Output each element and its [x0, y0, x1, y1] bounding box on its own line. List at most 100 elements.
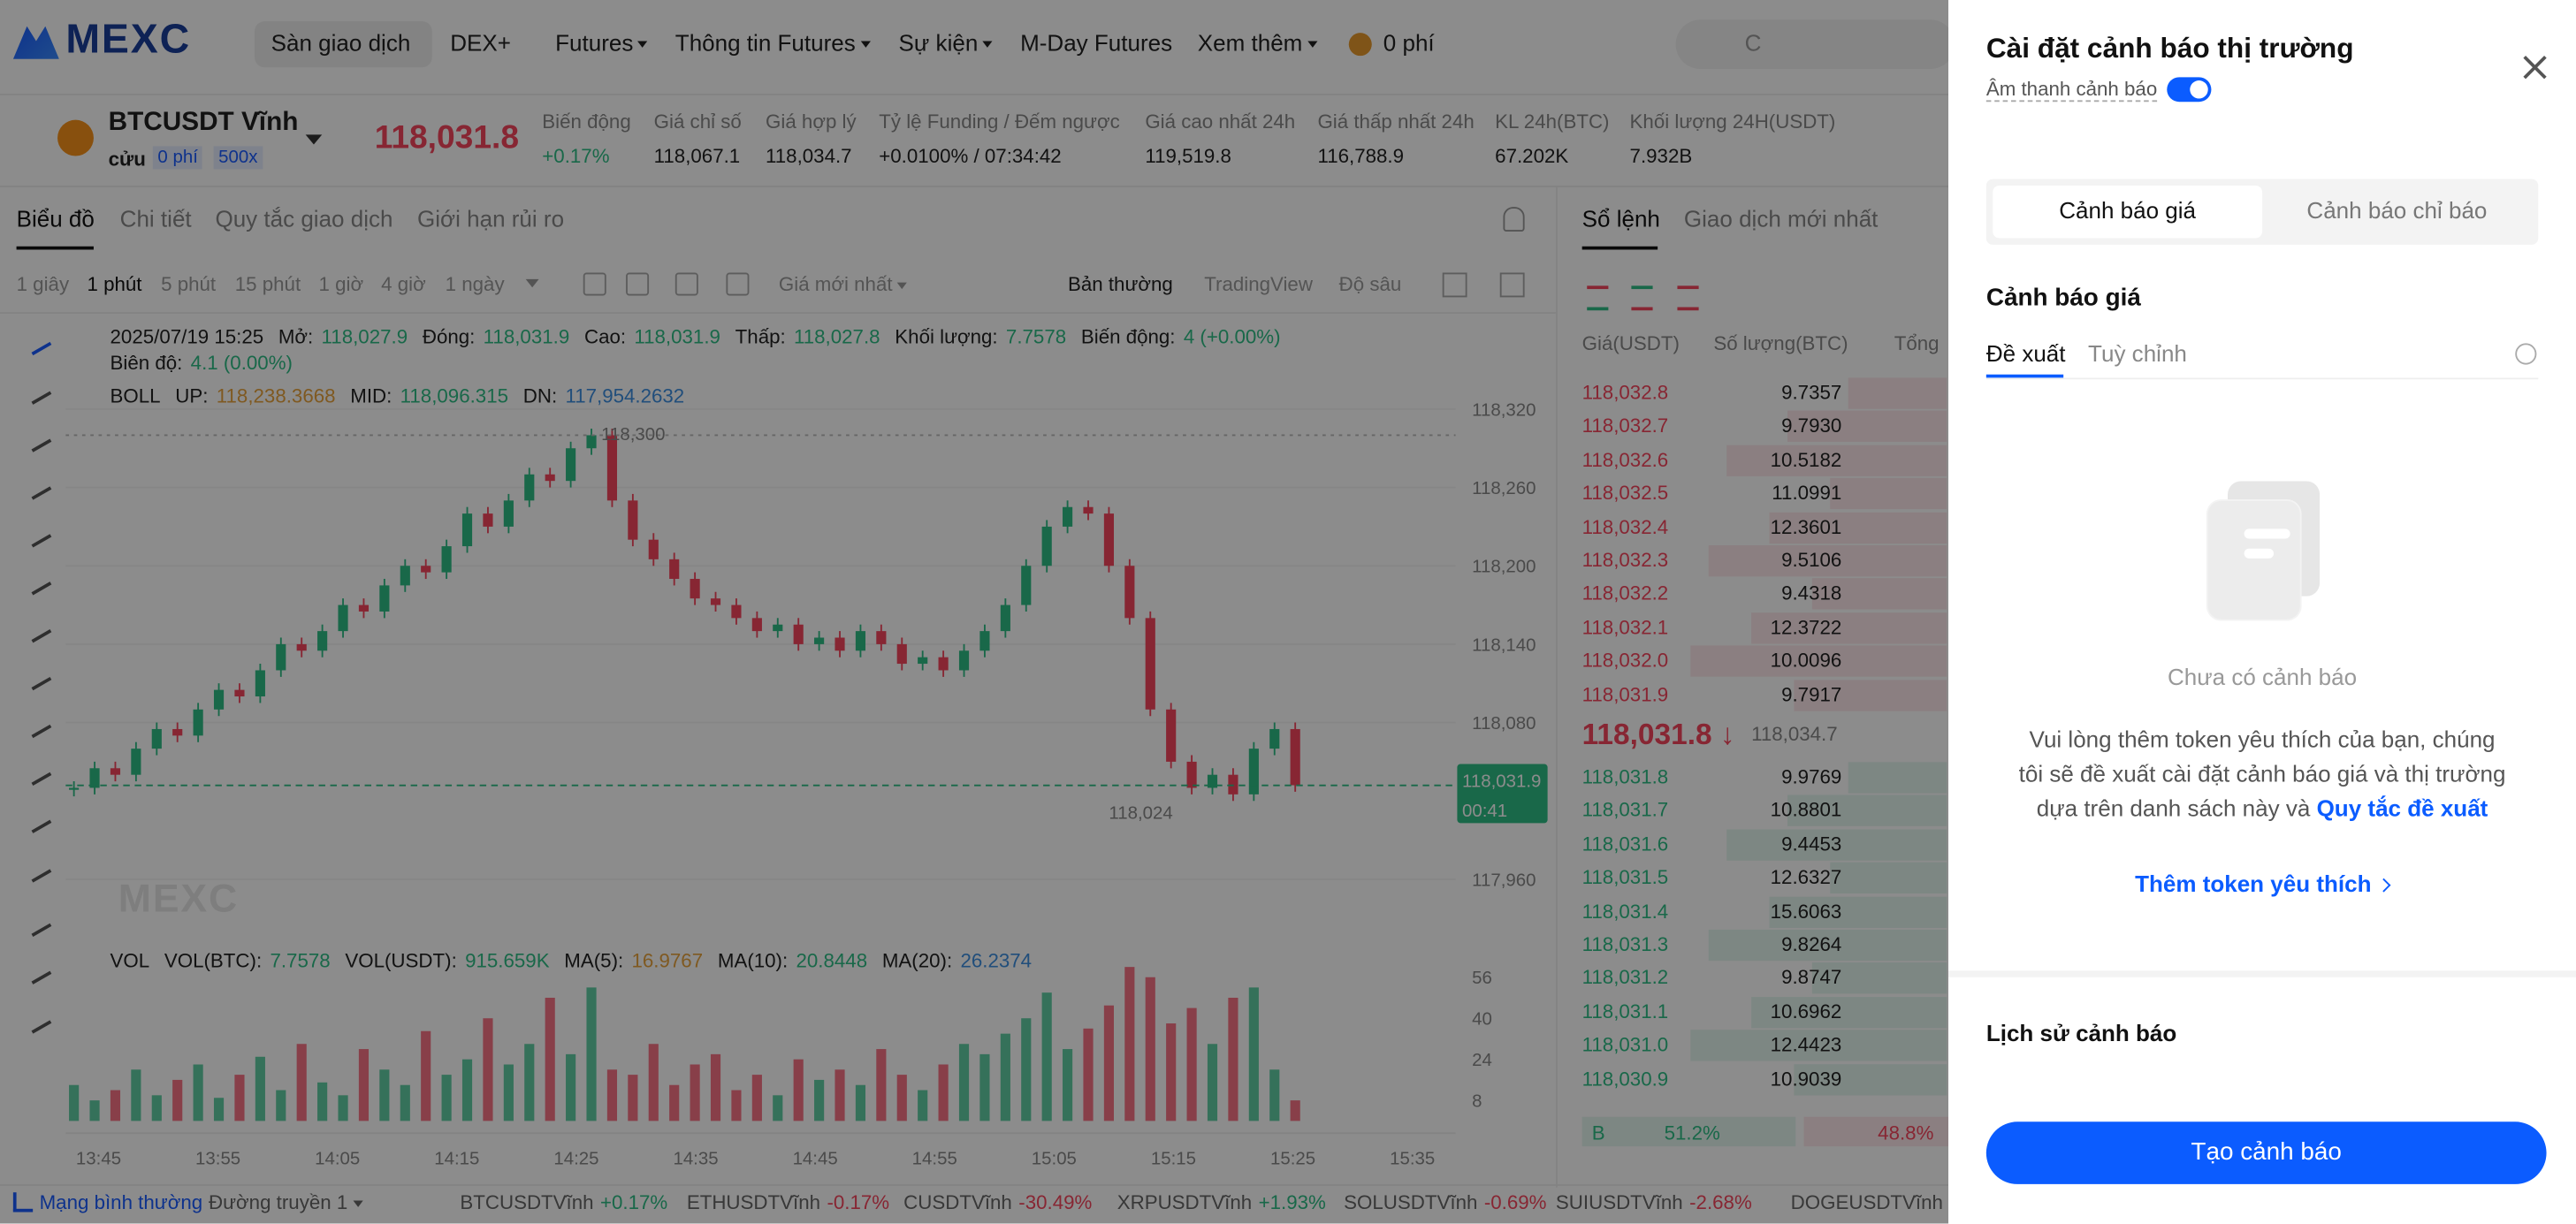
- candle: [1269, 728, 1280, 749]
- view-option[interactable]: Độ sâu: [1338, 272, 1402, 296]
- volume-info: VOL VOL(BTC): 7.7578 VOL(USDT): 915.659K MA(5…: [111, 949, 1033, 972]
- volume-bar: [1145, 977, 1155, 1121]
- search-input[interactable]: C: [1744, 29, 1762, 57]
- book-price[interactable]: 118,032.3: [1581, 548, 1669, 572]
- book-price[interactable]: 118,032.8: [1581, 381, 1669, 405]
- book-price[interactable]: 118,031.0: [1581, 1033, 1669, 1057]
- volume-bar: [338, 1095, 348, 1121]
- nav-item[interactable]: 0 phí: [1383, 29, 1435, 57]
- nav-item[interactable]: Thông tin Futures: [675, 29, 871, 56]
- ticker-item[interactable]: XRPUSDTVĩnh +1.93%: [1117, 1190, 1326, 1213]
- line-select[interactable]: Đường truyền 1: [209, 1190, 362, 1213]
- nav-item[interactable]: Futures: [555, 29, 649, 56]
- book-price[interactable]: 118,032.1: [1581, 615, 1669, 639]
- chart-tab[interactable]: Biểu đồ: [16, 205, 95, 232]
- book-price[interactable]: 118,031.9: [1581, 682, 1669, 706]
- book-price[interactable]: 118,032.7: [1581, 414, 1669, 438]
- interval[interactable]: 1 giờ: [318, 272, 364, 296]
- interval[interactable]: 5 phút: [161, 272, 217, 296]
- view-option[interactable]: Bản thường: [1067, 272, 1173, 296]
- description-text: Vui lòng thêm token yêu thích của bạn, c…: [2018, 726, 2506, 822]
- interval[interactable]: 1 phút: [87, 272, 142, 296]
- ticker-item[interactable]: SUIUSDTVĩnh -2.68%: [1556, 1190, 1752, 1213]
- book-price[interactable]: 118,032.6: [1581, 447, 1669, 471]
- candle: [751, 618, 762, 632]
- stat-label: Giá cao nhất 24h: [1145, 110, 1296, 133]
- rules-link[interactable]: Quy tắc đề xuất: [2316, 794, 2488, 822]
- volume-bar: [835, 1069, 845, 1121]
- help-icon: [2515, 343, 2537, 365]
- y-tick-label: 118,200: [1472, 557, 1536, 577]
- book-price[interactable]: 118,030.9: [1581, 1067, 1669, 1091]
- create-button[interactable]: Tạo cảnh báo: [2191, 1137, 2342, 1167]
- nav-item[interactable]: M-Day Futures: [1020, 29, 1173, 57]
- volume-bar: [276, 1090, 286, 1121]
- ratio-label: B: [1591, 1121, 1605, 1145]
- alert-tab[interactable]: Cảnh báo chỉ báo: [2306, 197, 2488, 224]
- book-price[interactable]: 118,032.0: [1581, 649, 1669, 673]
- candle: [545, 474, 555, 482]
- x-tick-label: 13:45: [76, 1149, 121, 1169]
- book-price[interactable]: 118,031.3: [1581, 932, 1669, 956]
- stat-label: Giá thấp nhất 24h: [1317, 110, 1475, 133]
- volume-bar: [255, 1056, 265, 1121]
- x-tick-label: 14:15: [434, 1149, 479, 1169]
- interval[interactable]: 1 ngày: [445, 272, 505, 296]
- book-price[interactable]: 118,031.8: [1581, 765, 1669, 789]
- book-price[interactable]: 118,032.4: [1581, 514, 1669, 538]
- volume-bar: [1063, 1049, 1073, 1121]
- book-price[interactable]: 118,031.7: [1581, 798, 1669, 822]
- ticker-item[interactable]: ETHUSDTVĩnh -0.17%: [687, 1190, 889, 1213]
- volume-bar: [938, 1064, 949, 1121]
- view-option[interactable]: TradingView: [1204, 272, 1313, 296]
- section-separator: [1948, 970, 2576, 977]
- symbol[interactable]: BTCUSDT Vĩnh: [108, 108, 299, 137]
- depth-bar: [1811, 578, 1947, 611]
- alert-tab[interactable]: Cảnh báo giá: [2059, 197, 2197, 224]
- depth-bar: [1830, 478, 1947, 510]
- book-qty: 10.5182: [1770, 447, 1842, 471]
- add-favorite-link[interactable]: Thêm token yêu thích: [2016, 870, 2509, 897]
- interval[interactable]: 4 giờ: [381, 272, 426, 296]
- section-title: Cảnh báo giá: [1985, 284, 2141, 313]
- book-price[interactable]: 118,031.4: [1581, 899, 1669, 923]
- price-type[interactable]: Giá mới nhất: [779, 272, 908, 296]
- book-qty: 9.7917: [1781, 682, 1842, 706]
- book-price[interactable]: 118,031.5: [1581, 865, 1669, 889]
- nav-item[interactable]: Sự kiện: [899, 29, 994, 56]
- nav-item[interactable]: Xem thêm: [1198, 29, 1318, 56]
- volume-bar: [690, 1064, 700, 1121]
- depth-bar: [1751, 612, 1947, 644]
- chart-tab[interactable]: Quy tắc giao dịch: [215, 205, 393, 232]
- volume-bar: [69, 1084, 80, 1121]
- nav-item[interactable]: DEX+: [450, 29, 511, 57]
- book-price[interactable]: 118,032.2: [1581, 582, 1669, 605]
- orderbook-tab[interactable]: Sổ lệnh: [1581, 205, 1660, 232]
- volume-bar: [213, 1098, 225, 1121]
- ticker-item[interactable]: SOLUSDTVĩnh -0.69%: [1344, 1190, 1546, 1213]
- chart-tab[interactable]: Chi tiết: [119, 205, 192, 232]
- book-price[interactable]: 118,031.1: [1581, 1000, 1669, 1023]
- book-qty: 11.0991: [1772, 481, 1842, 505]
- book-price[interactable]: 118,031.2: [1581, 966, 1669, 990]
- candle: [524, 474, 535, 501]
- tool-icon: [1442, 272, 1467, 298]
- ohlc-value: 118,031.9: [483, 324, 570, 348]
- interval[interactable]: 1 giây: [16, 272, 70, 296]
- countdown: 00:41: [1462, 801, 1507, 821]
- book-price[interactable]: 118,031.6: [1581, 832, 1669, 855]
- candle: [379, 585, 390, 612]
- sub-tab[interactable]: Đề xuất: [1985, 339, 2066, 367]
- nav-item[interactable]: Sàn giao dịch: [271, 29, 411, 57]
- volume-bar: [317, 1082, 328, 1121]
- low-label: 118,024: [1109, 802, 1172, 823]
- orderbook-tab[interactable]: Giao dịch mới nhất: [1683, 205, 1879, 232]
- chart-tab[interactable]: Giới hạn rủi ro: [417, 205, 565, 232]
- volume-value: 26.2374: [960, 949, 1033, 973]
- interval[interactable]: 15 phút: [234, 272, 301, 296]
- ticker-item[interactable]: CUSDTVĩnh -30.49%: [903, 1190, 1092, 1213]
- sub-tab[interactable]: Tuỳ chỉnh: [2088, 339, 2187, 367]
- ticker-item[interactable]: BTCUSDTVĩnh +0.17%: [460, 1190, 667, 1213]
- book-price[interactable]: 118,032.5: [1581, 481, 1669, 505]
